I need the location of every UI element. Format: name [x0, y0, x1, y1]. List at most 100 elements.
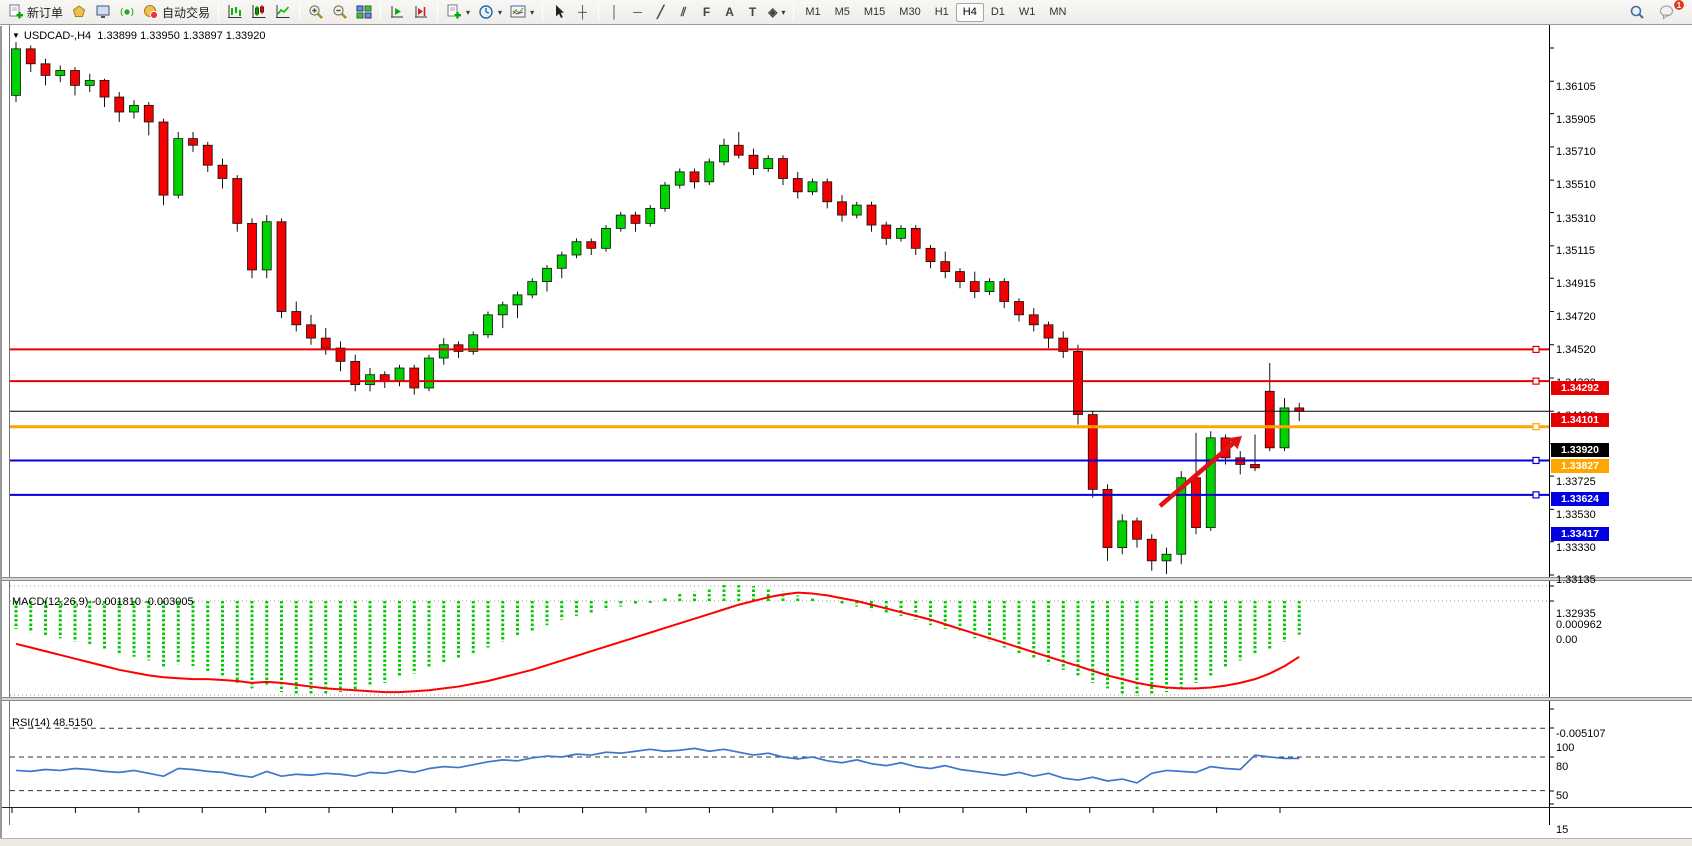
toolbar-right: 1 — [1625, 0, 1688, 23]
vertical-line-button[interactable]: │ — [603, 2, 626, 23]
chart-shift-button[interactable] — [409, 2, 433, 23]
price-tick-label: 1.36105 — [1556, 80, 1596, 93]
text-button[interactable]: A — [718, 2, 741, 23]
resistance-line-1[interactable] — [10, 345, 1549, 354]
support-line-1[interactable] — [10, 456, 1549, 465]
search-icon — [1630, 5, 1644, 19]
price-tag-1.34101: 1.34101 — [1551, 413, 1609, 428]
rsi-axis-15: 15 — [1556, 823, 1569, 836]
dropdown-arrow-icon[interactable]: ▾ — [781, 7, 786, 17]
toolbar-separator — [542, 3, 544, 21]
price-tick-label: 1.33135 — [1556, 574, 1596, 587]
arrows-button[interactable]: ◈ ▾ — [764, 2, 789, 23]
horizontal-line-button[interactable]: ─ — [626, 2, 649, 23]
horizontal-line-icon: ─ — [633, 5, 642, 19]
new-order-button[interactable]: 新订单 — [4, 2, 67, 23]
chart-window-icon — [96, 5, 110, 18]
symbol-timeframe: USDCAD-,H4 — [23, 30, 92, 42]
macd-signal-line — [15, 591, 1300, 694]
notifications-button[interactable]: 1 — [1655, 0, 1685, 23]
market-watch-button[interactable] — [67, 2, 91, 23]
price-tick-label: 1.35510 — [1556, 179, 1596, 192]
rsi-panel-splitter[interactable] — [2, 697, 1692, 700]
macd-panel-splitter[interactable] — [2, 577, 1692, 580]
price-tick-label: 1.35905 — [1556, 113, 1596, 126]
timeframe-w1-button[interactable]: W1 — [1018, 6, 1036, 18]
chart-shift-icon — [415, 6, 428, 18]
macd-indicator-label: MACD(12,26,9) -0.001810 -0.003005 — [12, 596, 194, 608]
timeframe-m15-button[interactable]: M15 — [863, 6, 886, 18]
ohlc-close: 1.33920 — [225, 30, 266, 42]
collapse-triangle-icon[interactable]: ▼ — [12, 31, 20, 40]
text-label-icon: T — [748, 5, 757, 19]
indicators-list-icon — [510, 5, 526, 18]
ohlc-high: 1.33950 — [140, 30, 180, 42]
auto-scroll-button[interactable] — [385, 2, 409, 23]
support-line-2[interactable] — [10, 491, 1549, 499]
fibonacci-retracement-button[interactable]: F — [695, 2, 718, 23]
text-label-button[interactable]: T — [741, 2, 764, 23]
new-chart-icon — [447, 4, 462, 19]
candlestick-chart-button[interactable] — [247, 2, 271, 23]
price-tag-1.33624: 1.33624 — [1551, 492, 1609, 507]
auto-trading-icon — [144, 5, 159, 20]
timeframe-d1-button[interactable]: D1 — [990, 6, 1005, 18]
equidistant-channel-button[interactable]: ⫽ — [672, 2, 695, 23]
timeframe-h1-button[interactable]: H1 — [934, 6, 949, 18]
crosshair-icon: ┼ — [578, 5, 587, 19]
zoom-in-icon — [309, 5, 323, 19]
price-tick-label: 1.34520 — [1556, 344, 1596, 356]
line-chart-button[interactable] — [271, 2, 295, 23]
toolbar-buttons: 新订单 自动交易 ▾ ▾ ▾ ┼ │ ─ ╱ ⫽ F A T ◈ ▾ M1 M5 M15 M30 H1 H4 D1 W1 MN — [4, 0, 1625, 24]
macd-axis-min: -0.005107 — [1556, 727, 1606, 740]
dropdown-arrow-icon[interactable]: ▾ — [498, 7, 503, 17]
dropdown-arrow-icon[interactable]: ▾ — [466, 7, 471, 17]
price-tick-label: 1.33330 — [1556, 541, 1596, 554]
signals-button[interactable] — [115, 2, 139, 23]
trendline-button[interactable]: ╱ — [649, 2, 672, 23]
timeframe-mn-button[interactable]: MN — [1049, 6, 1067, 18]
cursor-icon — [556, 5, 565, 18]
new-order-button-label: 新订单 — [27, 5, 64, 20]
trend-arrow-annotation[interactable] — [1158, 436, 1242, 508]
periods-button[interactable]: ▾ — [474, 2, 506, 23]
periods-icon — [479, 5, 493, 19]
rsi-axis-100: 100 — [1556, 741, 1575, 754]
price-tick-label: 1.35310 — [1556, 212, 1596, 225]
new-order-icon — [9, 4, 23, 19]
chart-ohlc-readout: ▼ USDCAD-,H4 1.33899 1.33950 1.33897 1.33… — [12, 30, 266, 42]
timeframe-m30-button[interactable]: M30 — [899, 6, 921, 18]
search-button[interactable] — [1625, 2, 1649, 23]
bar-chart-icon — [228, 5, 242, 18]
toolbar-separator — [380, 3, 382, 21]
indicators-list-button[interactable]: ▾ — [506, 2, 538, 23]
crosshair-button[interactable]: ┼ — [571, 2, 594, 23]
rsi-axis-80: 80 — [1556, 760, 1569, 773]
tile-windows-button[interactable] — [352, 2, 376, 23]
price-tag-1.33827: 1.33827 — [1551, 458, 1609, 473]
timeframe-m5-button[interactable]: M5 — [834, 6, 850, 18]
zoom-out-button[interactable] — [328, 2, 352, 23]
toolbar-separator — [299, 3, 301, 21]
new-chart-button[interactable]: ▾ — [442, 2, 474, 23]
macd-axis-zero: 0.00 — [1556, 633, 1578, 646]
timeframe-h4-button[interactable]: H4 — [955, 2, 984, 22]
cursor-button[interactable] — [547, 2, 571, 23]
dropdown-arrow-icon[interactable]: ▾ — [530, 7, 535, 17]
toolbar-separator — [598, 3, 600, 21]
auto-trading-button-label: 自动交易 — [162, 5, 211, 20]
chart-window-button[interactable] — [91, 2, 115, 23]
auto-trading-button[interactable]: 自动交易 — [139, 2, 214, 23]
bar-chart-button[interactable] — [223, 2, 247, 23]
zoom-in-button[interactable] — [304, 2, 328, 23]
notification-badge: 1 — [1673, 0, 1685, 11]
ohlc-low: 1.33897 — [182, 30, 223, 42]
price-tick-label: 1.35115 — [1556, 245, 1595, 258]
rsi-indicator-label: RSI(14) 48.5150 — [12, 717, 93, 729]
price-tick-label: 1.33725 — [1556, 476, 1596, 489]
timeframe-m1-button[interactable]: M1 — [805, 6, 821, 18]
pivot-line[interactable] — [10, 423, 1549, 431]
resistance-line-2[interactable] — [10, 377, 1549, 385]
macd-axis-max: 0.000962 — [1556, 618, 1602, 631]
